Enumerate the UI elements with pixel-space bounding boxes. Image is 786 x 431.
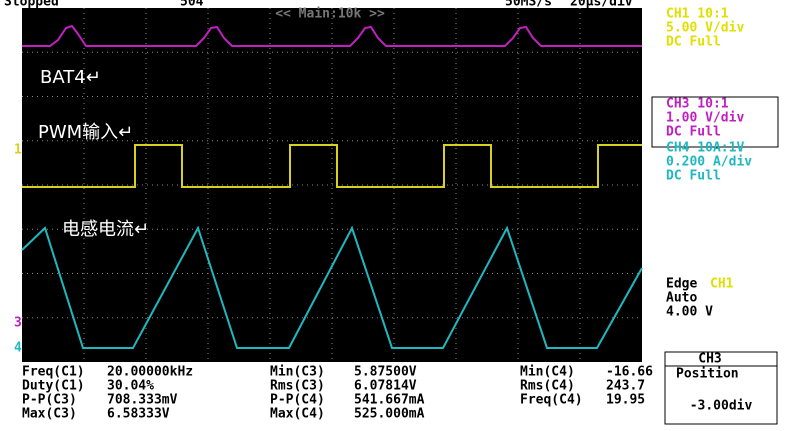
channel-info: DC Full: [666, 35, 721, 50]
measurement: Rms(C3): [270, 379, 325, 394]
measurement: Rms(C4): [520, 379, 575, 394]
ch3-box: [651, 96, 779, 148]
zoom: << Main:10k >>: [275, 7, 385, 22]
position-box: [664, 351, 778, 425]
measurement: Max(C4): [270, 407, 325, 422]
channel-info: 0.200 A/div: [666, 155, 752, 170]
measurement: 525.000mA: [354, 407, 425, 422]
position-label: Position: [676, 367, 739, 382]
annotation: 电感电流↵: [62, 219, 149, 240]
timebase: 20µs/div: [570, 0, 633, 10]
measurement: 30.04%: [107, 379, 154, 394]
measurement: 541.667mA: [354, 393, 425, 408]
measurement: Min(C3): [270, 365, 325, 380]
measurement: Duty(C1): [22, 379, 85, 394]
ch3-trace: [22, 24, 642, 47]
ch4-marker: 4: [14, 341, 22, 356]
measurement: 6.07814V: [354, 379, 417, 394]
trigger-source: CH1: [710, 277, 734, 292]
measurement: 708.333mV: [107, 393, 178, 408]
ch1-marker: 1: [14, 143, 22, 158]
measurement: 19.95: [606, 393, 645, 408]
annotation: BAT4↵: [40, 67, 101, 88]
count: 504: [180, 0, 204, 10]
measurement: P-P(C4): [270, 393, 325, 408]
status: Stopped: [4, 0, 59, 10]
trigger-level: 4.00 V: [666, 305, 713, 320]
channel-info: DC Full: [666, 125, 721, 140]
annotation: PWM输入↵: [38, 122, 133, 143]
measurement: 20.00000kHz: [107, 365, 193, 380]
measurement: 5.87500V: [354, 365, 417, 380]
measurement: 6.58333V: [107, 407, 170, 422]
measurement: Freq(C4): [520, 393, 583, 408]
channel-info: DC Full: [666, 169, 721, 184]
channel-info: 1.00 V/div: [666, 111, 744, 126]
position-value: -3.00div: [690, 399, 753, 414]
measurement: Min(C4): [520, 365, 575, 380]
ch1-trace: [22, 144, 642, 188]
measurement: -16.66: [606, 365, 653, 380]
trigger-mode: Edge: [666, 277, 697, 292]
measurement: Max(C3): [22, 407, 77, 422]
channel-info: CH3 10:1: [666, 97, 729, 112]
ch3-marker: 3: [14, 316, 22, 331]
measurement: Freq(C1): [22, 365, 85, 380]
grid: [22, 8, 642, 362]
trigger-sweep: Auto: [666, 291, 697, 306]
measurement: 243.7: [606, 379, 645, 394]
sample-rate: 50MS/s: [505, 0, 552, 10]
position-channel: CH3: [698, 352, 721, 367]
measurement: P-P(C3): [22, 393, 77, 408]
channel-info: 5.00 V/div: [666, 21, 744, 36]
ch4-trace: [21, 225, 643, 349]
channel-info: CH4 10A:1V: [666, 141, 744, 156]
channel-info: CH1 10:1: [666, 7, 729, 22]
